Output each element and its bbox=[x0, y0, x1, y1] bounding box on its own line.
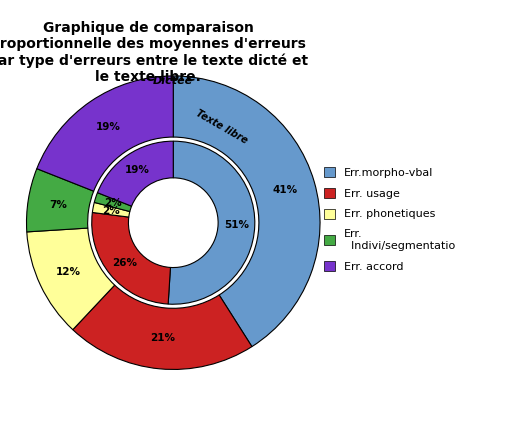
Wedge shape bbox=[92, 212, 171, 304]
Text: 7%: 7% bbox=[50, 199, 67, 210]
Wedge shape bbox=[98, 141, 173, 206]
Wedge shape bbox=[27, 228, 114, 330]
Text: 41%: 41% bbox=[272, 185, 297, 195]
Text: 21%: 21% bbox=[150, 333, 175, 343]
Text: 2%: 2% bbox=[102, 206, 120, 216]
Text: Graphique de comparaison
proportionnelle des moyennes d'erreurs
par type d'erreu: Graphique de comparaison proportionnelle… bbox=[0, 21, 308, 85]
Wedge shape bbox=[37, 76, 173, 191]
Wedge shape bbox=[92, 202, 130, 217]
Wedge shape bbox=[73, 285, 252, 369]
Wedge shape bbox=[173, 76, 320, 347]
Text: Texte libre: Texte libre bbox=[194, 108, 249, 146]
Text: 2%: 2% bbox=[104, 198, 122, 208]
Text: 19%: 19% bbox=[95, 122, 120, 132]
Text: 51%: 51% bbox=[224, 220, 249, 230]
Text: Dictée: Dictée bbox=[153, 76, 193, 86]
Wedge shape bbox=[168, 141, 255, 304]
Wedge shape bbox=[94, 193, 131, 212]
Text: 12%: 12% bbox=[56, 267, 81, 277]
Text: 19%: 19% bbox=[125, 165, 150, 176]
Wedge shape bbox=[26, 169, 94, 232]
Legend: Err.morpho-vbal, Err. usage, Err. phonetiques, Err.
  Indivi/segmentatio, Err. a: Err.morpho-vbal, Err. usage, Err. phonet… bbox=[323, 167, 455, 272]
Text: 26%: 26% bbox=[112, 258, 137, 268]
